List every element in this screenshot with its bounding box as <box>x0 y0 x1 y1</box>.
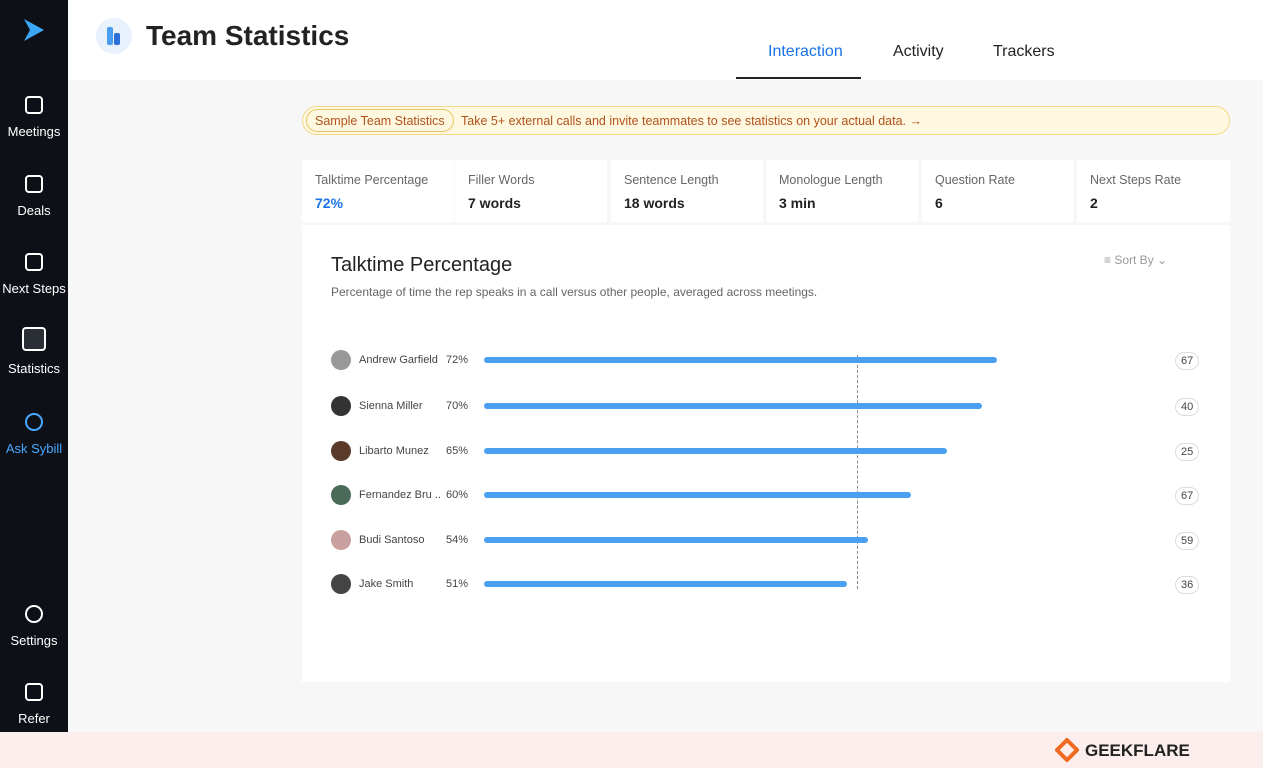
banner-tag: Sample Team Statistics <box>306 109 454 132</box>
bar-row: Jake Smith 51% 36 <box>302 574 1230 594</box>
metric-label: Monologue Length <box>779 173 883 187</box>
person-name: Andrew Garfield <box>359 354 438 366</box>
nav-icon <box>25 175 43 193</box>
nav-icon <box>22 327 46 351</box>
nav-icon <box>25 253 43 271</box>
reference-line <box>857 355 858 589</box>
nav-item[interactable]: Ask Sybill <box>0 405 68 465</box>
person-name: Sienna Miller <box>359 400 423 412</box>
value-label: 65% <box>446 445 469 457</box>
person-name: Jake Smith <box>359 578 414 590</box>
sort-button[interactable]: ≡ Sort By ⌄ <box>1104 253 1168 267</box>
page-title: Team Statistics <box>146 20 350 51</box>
metric-value: 7 words <box>468 195 521 211</box>
avatar <box>331 485 351 505</box>
bar-row: Andrew Garfield 72% 67 <box>302 350 1230 370</box>
nav-item[interactable]: Next Steps <box>0 245 68 305</box>
avatar <box>331 350 351 370</box>
nav-icon <box>25 605 43 623</box>
nav-icon <box>25 683 43 701</box>
metric-value: 18 words <box>624 195 685 211</box>
bar-row: Fernandez Bru .. 60% 67 <box>302 485 1230 505</box>
metric-label: Next Steps Rate <box>1090 173 1182 187</box>
header: Team Statistics Interaction Activity Track… <box>68 0 1263 80</box>
person-name: Budi Santoso <box>359 534 425 546</box>
value-label: 51% <box>446 578 469 590</box>
metric-card[interactable]: Next Steps Rate 2 <box>1077 160 1230 222</box>
metric-label: Filler Words <box>468 173 535 187</box>
bar <box>484 403 983 409</box>
nav-label: Deals <box>17 203 51 218</box>
metric-card[interactable]: Sentence Length 18 words <box>611 160 763 222</box>
bar <box>484 581 848 587</box>
value-label: 70% <box>446 400 469 412</box>
nav-icon <box>25 96 43 114</box>
count-badge: 40 <box>1175 398 1200 416</box>
metric-value: 6 <box>935 195 943 211</box>
brand: GEEKFLARE <box>1085 741 1190 760</box>
nav-item[interactable]: Settings <box>0 597 68 657</box>
metric-label: Sentence Length <box>624 173 719 187</box>
nav-item[interactable]: Refer <box>0 675 68 735</box>
avatar <box>331 574 351 594</box>
chart-panel: Talktime Percentage Percentage of time t… <box>302 225 1230 682</box>
nav-item[interactable]: Deals <box>0 167 68 227</box>
metric-card[interactable]: Monologue Length 3 min <box>766 160 918 222</box>
nav-label: Next Steps <box>2 281 66 296</box>
avatar <box>331 396 351 416</box>
person-name: Libarto Munez <box>359 445 429 457</box>
logo <box>24 19 44 41</box>
value-label: 60% <box>446 489 469 501</box>
bar-row: Sienna Miller 70% 40 <box>302 396 1230 416</box>
brand-logo <box>1055 738 1079 762</box>
count-badge: 67 <box>1175 352 1200 370</box>
nav-item[interactable]: Statistics <box>0 325 68 385</box>
footer: GEEKFLARE <box>0 732 1263 768</box>
bar <box>484 537 869 543</box>
value-label: 72% <box>446 354 469 366</box>
metric-value: 72% <box>315 195 344 211</box>
metric-card[interactable]: Filler Words 7 words <box>455 160 607 222</box>
avatar <box>331 441 351 461</box>
count-badge: 67 <box>1175 487 1200 505</box>
nav-label: Statistics <box>7 361 60 376</box>
person-name: Fernandez Bru .. <box>359 489 441 501</box>
sidebar: Meetings Deals Next Steps Statistics Ask Syb… <box>0 0 68 732</box>
tab[interactable]: Trackers <box>993 43 1055 60</box>
banner-text[interactable]: Take 5+ external calls and invite teamma… <box>461 114 922 128</box>
nav-label: Refer <box>18 711 50 726</box>
nav-label: Ask Sybill <box>5 441 63 456</box>
count-badge: 25 <box>1175 443 1200 461</box>
count-badge: 36 <box>1175 576 1200 594</box>
nav-item[interactable]: Meetings <box>0 88 68 148</box>
bar-row: Budi Santoso 54% 59 <box>302 530 1230 550</box>
nav-icon <box>25 413 43 431</box>
metric-label: Talktime Percentage <box>315 173 429 187</box>
nav-label: Settings <box>10 633 58 648</box>
bar <box>484 448 947 454</box>
sort-label: Sort By <box>1114 253 1154 267</box>
metric-value: 2 <box>1090 195 1098 211</box>
metric-label: Question Rate <box>935 173 1015 187</box>
tab[interactable]: Interaction <box>768 43 843 60</box>
metric-card[interactable]: Question Rate 6 <box>922 160 1074 222</box>
avatar <box>331 530 351 550</box>
bar-row: Libarto Munez 65% 25 <box>302 441 1230 461</box>
page-icon <box>96 18 132 54</box>
value-label: 54% <box>446 534 469 546</box>
tab-underline <box>736 77 861 79</box>
count-badge: 59 <box>1175 532 1200 550</box>
banner: Sample Team Statistics Take 5+ external … <box>302 106 1230 135</box>
metric-value: 3 min <box>779 195 816 211</box>
nav-label: Meetings <box>7 124 61 139</box>
chart-subtitle: Percentage of time the rep speaks in a c… <box>331 285 818 299</box>
tab[interactable]: Activity <box>893 43 944 60</box>
chart-title: Talktime Percentage <box>331 254 513 276</box>
bar <box>484 357 997 363</box>
metric-card[interactable]: Talktime Percentage 72% <box>302 160 454 222</box>
bar <box>484 492 912 498</box>
